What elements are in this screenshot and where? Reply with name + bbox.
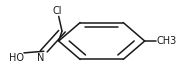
Text: Cl: Cl xyxy=(52,6,62,16)
Text: N: N xyxy=(37,53,44,63)
Text: HO: HO xyxy=(9,53,24,63)
Text: CH3: CH3 xyxy=(156,36,177,46)
